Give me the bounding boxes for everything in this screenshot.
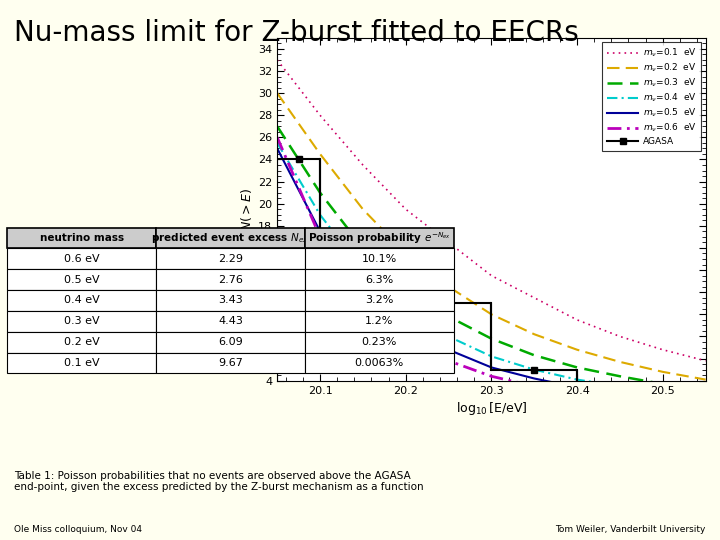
Text: Nu-mass limit for Z-burst fitted to EECRs: Nu-mass limit for Z-burst fitted to EECR… [14, 19, 579, 47]
Y-axis label: $N(>E)$: $N(>E)$ [239, 187, 254, 231]
Text: Table 1: Poisson probabilities that no events are observed above the AGASA
end-p: Table 1: Poisson probabilities that no e… [14, 471, 424, 492]
Text: Ole Miss colloquium, Nov 04: Ole Miss colloquium, Nov 04 [14, 524, 143, 534]
X-axis label: $\log_{10}[\mathrm{E/eV}]$: $\log_{10}[\mathrm{E/eV}]$ [456, 400, 527, 417]
Text: Tom Weiler, Vanderbilt University: Tom Weiler, Vanderbilt University [555, 524, 706, 534]
Legend: $m_\nu$=0.1  eV, $m_\nu$=0.2  eV, $m_\nu$=0.3  eV, $m_\nu$=0.4  eV, $m_\nu$=0.5 : $m_\nu$=0.1 eV, $m_\nu$=0.2 eV, $m_\nu$=… [602, 42, 701, 151]
